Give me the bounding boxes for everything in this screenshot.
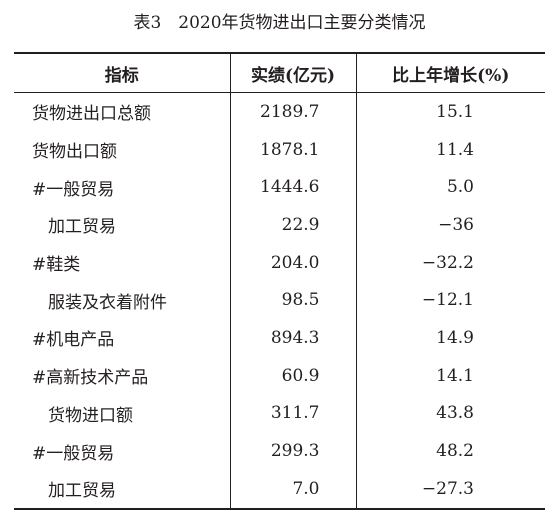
column-header: 比上年增长(%) <box>355 53 545 93</box>
column-header: 实绩(亿元) <box>229 53 356 93</box>
cell-value: 311.7 <box>229 394 356 433</box>
cell-value: 15.1 <box>355 92 545 131</box>
table-row: #高新技术产品 60.9 14.1 <box>14 356 545 395</box>
cell-value: 11.4 <box>355 130 545 169</box>
cell-value: −12.1 <box>355 281 545 320</box>
cell-value: 22.9 <box>229 206 356 244</box>
row-label: #一般贸易 <box>32 443 115 464</box>
row-label: #一般贸易 <box>32 179 115 200</box>
row-label: 货物进出口总额 <box>32 104 151 125</box>
cell-value: 7.0 <box>229 469 356 509</box>
row-label: 加工贸易 <box>48 481 116 502</box>
table-row: #一般贸易 299.3 48.2 <box>14 432 545 470</box>
column-header: 指标 <box>14 53 230 93</box>
table-row: #鞋类 204.0 −32.2 <box>14 243 545 282</box>
row-label: #高新技术产品 <box>32 368 149 389</box>
table-row: 加工贸易 7.0 −27.3 <box>14 469 545 509</box>
cell-value: 48.2 <box>355 432 545 470</box>
cell-value: 2189.7 <box>229 92 356 131</box>
row-label: #机电产品 <box>32 330 115 351</box>
row-label: #鞋类 <box>32 255 81 276</box>
cell-value: 98.5 <box>229 281 356 320</box>
cell-value: −32.2 <box>355 243 545 282</box>
cell-value: 5.0 <box>355 168 545 207</box>
cell-value: 204.0 <box>229 243 356 282</box>
header-row: 指标 实绩(亿元) 比上年增长(%) <box>14 53 545 93</box>
table-body: 货物进出口总额 2189.7 15.1 货物出口额 1878.1 11.4 #一般贸易 144… <box>14 92 545 509</box>
cell-value: 60.9 <box>229 356 356 395</box>
cell-value: 1878.1 <box>229 130 356 169</box>
cell-value: 14.9 <box>355 319 545 357</box>
data-table: 指标 实绩(亿元) 比上年增长(%) 货物进出口总额 2189.7 15.1 货物出口… <box>14 52 545 510</box>
table-row: 货物进出口总额 2189.7 15.1 <box>14 92 545 131</box>
cell-value: 894.3 <box>229 319 356 357</box>
table-row: 服装及衣着附件 98.5 −12.1 <box>14 281 545 320</box>
table-row: 货物出口额 1878.1 11.4 <box>14 130 545 169</box>
table-row: 加工贸易 22.9 −36 <box>14 206 545 244</box>
row-label: 货物进口额 <box>48 405 133 426</box>
table-row: #机电产品 894.3 14.9 <box>14 319 545 357</box>
table-row: #一般贸易 1444.6 5.0 <box>14 168 545 207</box>
cell-value: 43.8 <box>355 394 545 433</box>
row-label: 货物出口额 <box>32 142 117 163</box>
cell-value: 1444.6 <box>229 168 356 207</box>
cell-value: 14.1 <box>355 356 545 395</box>
table-title: 表3 2020年货物进出口主要分类情况 <box>133 13 426 33</box>
table-row: 货物进口额 311.7 43.8 <box>14 394 545 433</box>
row-label: 服装及衣着附件 <box>48 292 167 313</box>
cell-value: −27.3 <box>355 469 545 509</box>
cell-value: −36 <box>355 206 545 244</box>
row-label: 加工贸易 <box>48 217 116 238</box>
cell-value: 299.3 <box>229 432 356 470</box>
